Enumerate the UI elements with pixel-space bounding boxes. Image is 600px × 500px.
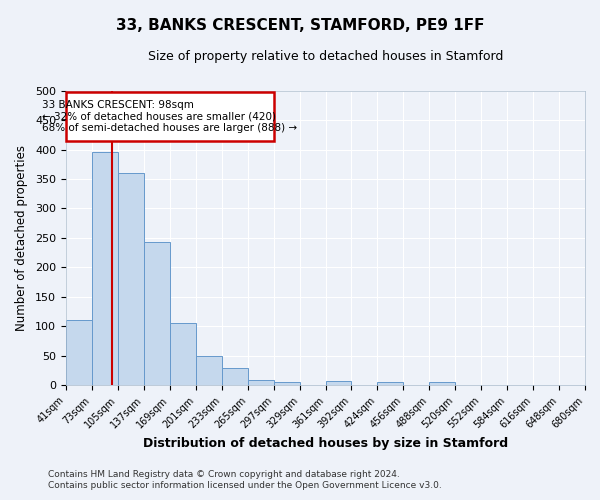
Title: Size of property relative to detached houses in Stamford: Size of property relative to detached ho…	[148, 50, 503, 63]
Bar	[144, 242, 170, 386]
Bar	[196, 356, 222, 386]
Bar	[377, 382, 403, 386]
Bar	[92, 152, 118, 386]
Bar	[429, 382, 455, 386]
Bar	[222, 368, 248, 386]
Text: 33 BANKS CRESCENT: 98sqm
← 32% of detached houses are smaller (420)
68% of semi-: 33 BANKS CRESCENT: 98sqm ← 32% of detach…	[42, 100, 298, 133]
Bar	[170, 324, 196, 386]
Bar	[248, 380, 274, 386]
FancyBboxPatch shape	[66, 92, 274, 140]
Bar	[326, 380, 351, 386]
X-axis label: Distribution of detached houses by size in Stamford: Distribution of detached houses by size …	[143, 437, 508, 450]
Y-axis label: Number of detached properties: Number of detached properties	[15, 145, 28, 331]
Text: 33, BANKS CRESCENT, STAMFORD, PE9 1FF: 33, BANKS CRESCENT, STAMFORD, PE9 1FF	[116, 18, 484, 32]
Bar	[118, 173, 144, 386]
Bar	[274, 382, 300, 386]
Bar	[66, 320, 92, 386]
Text: Contains HM Land Registry data © Crown copyright and database right 2024.
Contai: Contains HM Land Registry data © Crown c…	[48, 470, 442, 490]
